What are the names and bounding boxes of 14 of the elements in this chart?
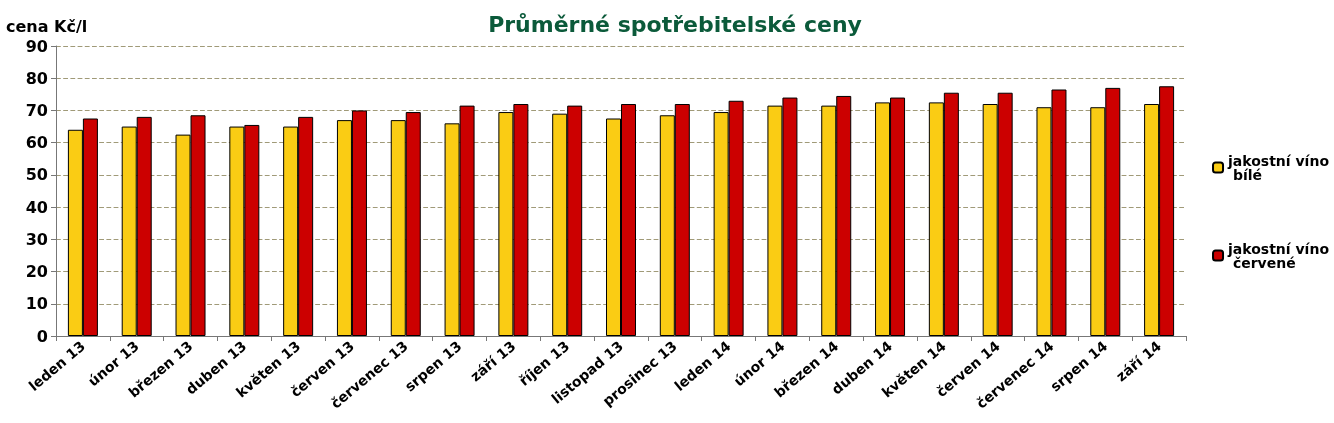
y-tick-label: 50 [25, 165, 48, 185]
y-tick-label: 20 [25, 262, 48, 282]
legend-label: jakostní víno červené [1227, 240, 1330, 271]
y-tick-label: 90 [25, 36, 48, 56]
y-tick-label: 30 [25, 229, 48, 249]
legend-label: jakostní víno bílé [1227, 152, 1330, 183]
y-axis-title: cena Kč/l [6, 16, 88, 36]
chart-title: Průměrné spotřebitelské ceny [488, 11, 862, 37]
y-tick-label: 80 [25, 68, 48, 88]
y-tick-label: 40 [25, 197, 48, 217]
y-tick-label: 70 [25, 100, 48, 120]
y-tick-label: 10 [25, 294, 48, 314]
y-tick-label: 60 [25, 133, 48, 153]
y-tick-label: 0 [36, 326, 48, 346]
